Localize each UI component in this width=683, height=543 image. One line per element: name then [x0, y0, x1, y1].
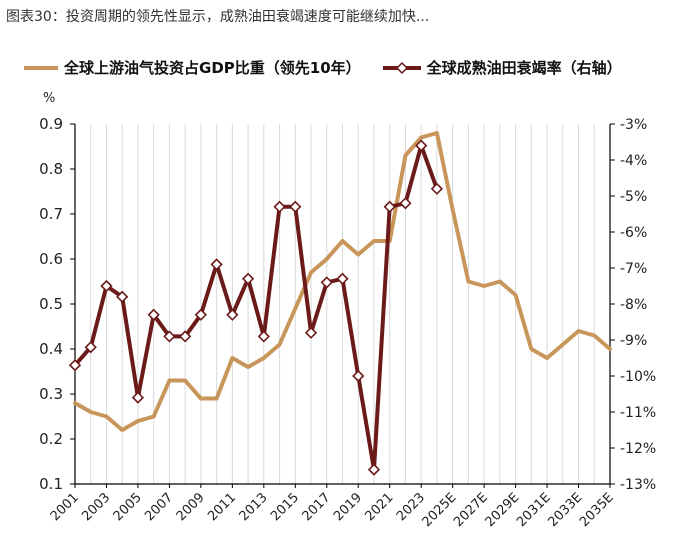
decline-point-marker: [100, 279, 113, 293]
left-tick-label: 0.3: [39, 385, 63, 403]
left-tick-label: 0.4: [39, 340, 63, 358]
right-tick-label: -9%: [620, 333, 647, 349]
decline-point-marker: [194, 308, 208, 321]
decline-point-marker: [367, 463, 381, 476]
legend-swatch-investment: [24, 65, 58, 70]
decline-point-marker: [179, 330, 192, 343]
right-tick-label: -6%: [620, 225, 647, 241]
decline-point-marker: [320, 276, 333, 289]
decline-point-marker: [147, 308, 160, 321]
right-tick-label: -4%: [620, 153, 647, 169]
decline-point-marker: [210, 258, 223, 271]
legend-item-decline: 全球成熟油田衰竭率（右轴）: [382, 57, 622, 78]
x-tick-label: 2003: [79, 490, 113, 524]
decline-point-marker: [383, 200, 396, 213]
decline-point-marker: [84, 341, 97, 354]
decline-point-marker: [241, 272, 255, 285]
left-tick-label: 0.7: [39, 205, 63, 223]
right-tick-label: -5%: [620, 189, 647, 205]
x-tick-label: 2011: [205, 490, 239, 524]
right-tick-label: -13%: [620, 477, 656, 493]
x-tick-label: 2031E: [514, 490, 554, 530]
decline-point-marker: [68, 359, 82, 372]
right-tick-label: -7%: [620, 261, 647, 277]
legend-swatch-decline: [382, 61, 421, 74]
left-tick-label: 0.8: [39, 160, 63, 178]
decline-point-marker: [289, 200, 302, 213]
x-tick-label: 2029E: [483, 490, 523, 530]
x-tick-label: 2009: [174, 490, 208, 524]
x-tick-label: 2025E: [420, 490, 460, 530]
x-tick-label: 2035E: [577, 490, 617, 530]
x-tick-label: 2033E: [546, 490, 586, 530]
series-line-decline: [73, 143, 439, 472]
legend-label-investment: 全球上游油气投资占GDP比重（领先10年）: [64, 59, 361, 77]
decline-point-marker: [336, 272, 349, 285]
x-tick-label: 2015: [268, 490, 302, 524]
x-tick-label: 2017: [300, 490, 334, 524]
decline-point-marker: [399, 197, 412, 210]
left-tick-label: 0.1: [39, 475, 63, 493]
left-tick-label: 0.2: [39, 430, 63, 448]
right-tick-label: -11%: [620, 405, 656, 421]
series-line-investment: [73, 131, 612, 432]
left-tick-label: 0.5: [39, 295, 63, 313]
x-tick-label: 2007: [142, 490, 176, 524]
legend-item-investment: 全球上游油气投资占GDP比重（领先10年）: [24, 57, 361, 78]
x-tick-label: 2001: [48, 490, 82, 524]
left-tick-label: 0.6: [39, 250, 63, 268]
decline-point-marker: [163, 330, 176, 343]
left-tick-label: 0.9: [39, 115, 63, 133]
x-tick-label: 2021: [363, 490, 397, 524]
decline-point-marker: [304, 326, 318, 339]
left-axis-unit: %: [43, 91, 55, 106]
decline-point-marker: [273, 200, 286, 213]
decline-point-marker: [116, 290, 129, 303]
decline-point-marker: [131, 391, 145, 404]
chart-title: 图表30：投资周期的领先性显示，成熟油田衰竭速度可能继续加快...: [6, 9, 430, 25]
x-tick-label: 2005: [111, 490, 145, 524]
x-tick-label: 2027E: [451, 490, 491, 530]
right-tick-label: -8%: [620, 297, 647, 313]
decline-point-marker: [430, 182, 444, 195]
right-tick-label: -10%: [620, 369, 656, 385]
x-tick-label: 2019: [331, 490, 365, 524]
decline-point-marker: [257, 330, 270, 343]
decline-point-marker: [226, 308, 239, 321]
right-tick-label: -3%: [620, 117, 647, 133]
chart-legend: 全球上游油气投资占GDP比重（领先10年） 全球成熟油田衰竭率（右轴）: [24, 57, 644, 78]
right-tick-label: -12%: [620, 441, 656, 457]
decline-point-marker: [415, 139, 428, 152]
x-tick-label: 2013: [237, 490, 271, 524]
decline-point-marker: [352, 369, 365, 383]
legend-label-decline: 全球成熟油田衰竭率（右轴）: [426, 59, 622, 77]
